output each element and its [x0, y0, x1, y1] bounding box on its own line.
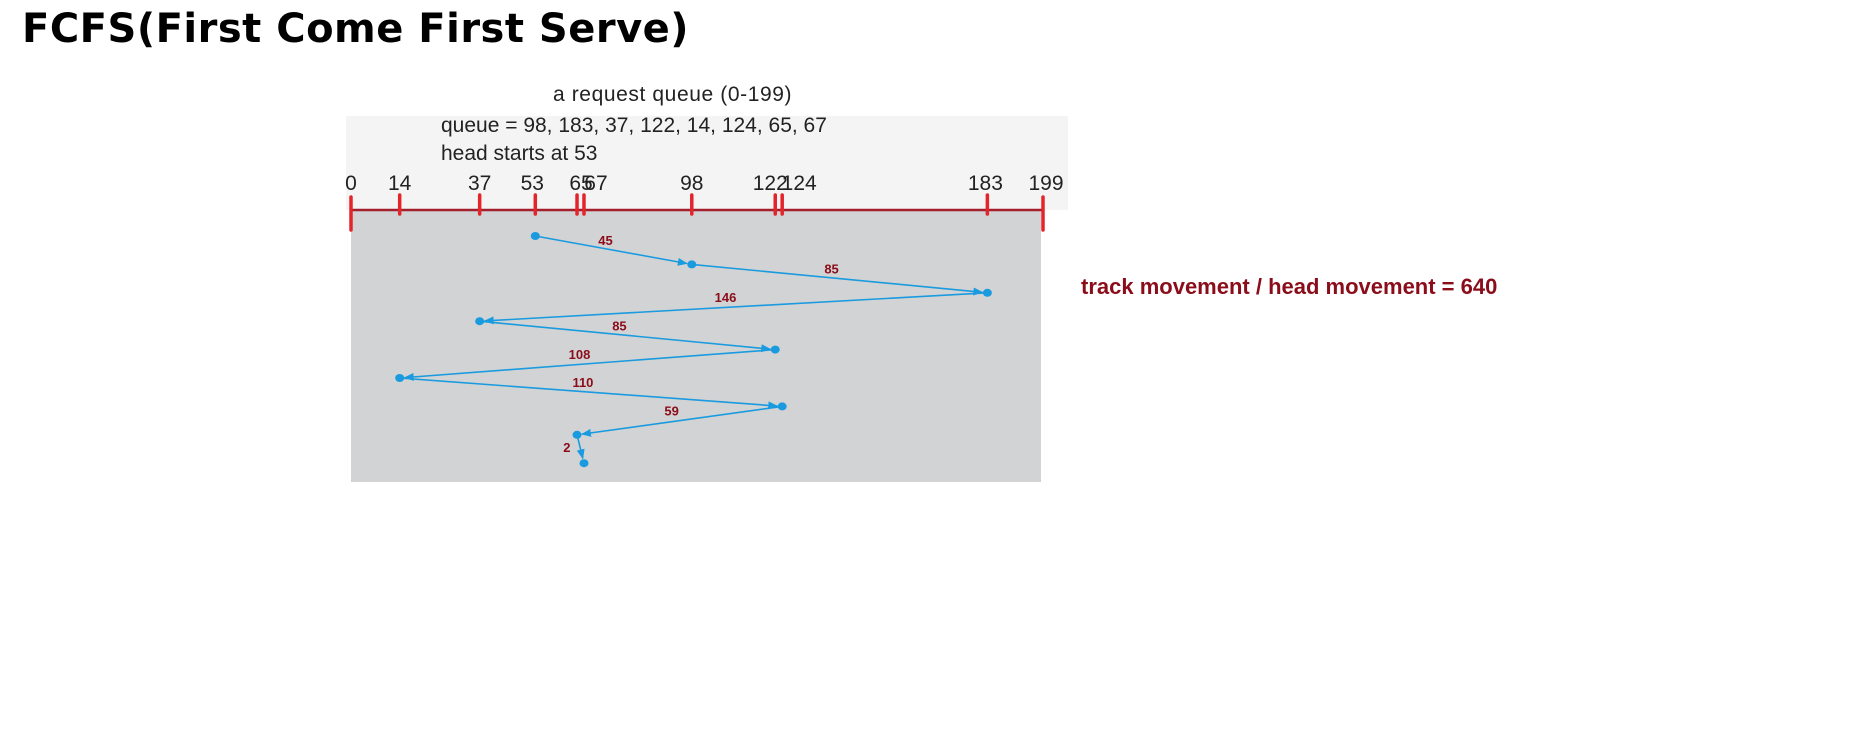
tick-label: 53	[520, 172, 544, 195]
head-move-segment	[691, 263, 984, 296]
tick-label: 0	[345, 172, 357, 195]
tick-label: 14	[387, 172, 412, 195]
tick-label: 98	[680, 172, 704, 195]
distance-label: 59	[664, 404, 678, 419]
total-head-movement: track movement / head movement = 640	[1081, 274, 1498, 299]
request-point	[572, 430, 582, 439]
queue-text: queue = 98, 183, 37, 122, 14, 124, 65, 6…	[441, 114, 827, 137]
tick-label: 183	[967, 172, 1003, 195]
head-move-segment	[479, 320, 772, 353]
request-point	[777, 402, 787, 411]
head-move-segment	[535, 235, 688, 266]
distance-label: 2	[563, 440, 570, 455]
plot-area	[351, 211, 1041, 482]
distance-label: 108	[569, 347, 591, 362]
distance-label: 85	[824, 262, 838, 277]
head-move-segment	[576, 434, 585, 460]
diagram-header-background	[346, 116, 1068, 210]
tick-label: 65	[569, 172, 593, 195]
request-point	[395, 374, 405, 382]
request-point	[770, 345, 780, 354]
head-start-point	[530, 232, 540, 240]
distance-label: 110	[572, 375, 593, 390]
request-point	[687, 260, 697, 269]
tick-label: 37	[467, 172, 492, 195]
tick-label: 122	[752, 172, 788, 195]
distance-label: 146	[715, 290, 737, 305]
distance-label: 45	[598, 233, 612, 248]
head-move-segment	[403, 348, 776, 381]
request-point	[982, 288, 992, 297]
head-move-segment	[399, 377, 779, 410]
request-point	[475, 317, 485, 326]
tick-label: 199	[1028, 172, 1064, 195]
tick-label: 67	[584, 172, 608, 195]
head-move-segment	[483, 292, 988, 325]
tick-label: 124	[781, 172, 817, 195]
head-start-text: head starts at 53	[441, 142, 598, 165]
diagram-caption: a request queue (0-199)	[553, 83, 793, 106]
distance-label: 85	[612, 318, 626, 333]
page-title: FCFS(First Come First Serve)	[22, 6, 690, 52]
head-move-segment	[580, 405, 783, 437]
request-point	[579, 459, 589, 468]
